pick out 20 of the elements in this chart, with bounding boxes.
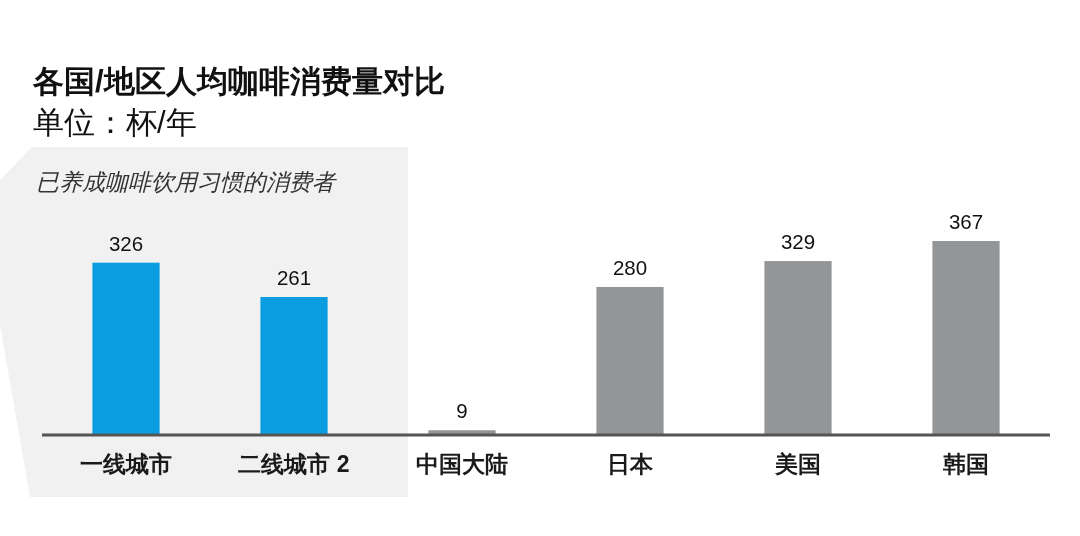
data-label: 329 xyxy=(780,230,816,254)
bar xyxy=(92,262,160,435)
data-label: 261 xyxy=(276,266,312,290)
x-tick-label: 日本 xyxy=(607,451,654,477)
bar xyxy=(764,261,832,435)
chart-subtitle: 单位：杯/年 xyxy=(33,105,197,140)
data-label: 326 xyxy=(108,231,144,255)
chart-title: 各国/地区人均咖啡消费量对比 xyxy=(32,64,445,99)
bar xyxy=(596,286,664,435)
data-label: 280 xyxy=(612,255,648,279)
x-tick-label: 中国大陆 xyxy=(416,451,508,477)
x-tick-label: 二线城市 2 xyxy=(238,451,350,477)
x-tick-label: 韩国 xyxy=(942,451,989,477)
bar xyxy=(260,297,328,435)
x-tick-label: 一线城市 xyxy=(80,451,172,477)
data-label: 9 xyxy=(456,399,468,423)
x-tick-label: 美国 xyxy=(774,451,821,477)
band-label: 已养成咖啡饮用习惯的消费者 xyxy=(36,169,335,195)
data-label: 367 xyxy=(948,210,984,233)
bar xyxy=(932,241,1000,435)
